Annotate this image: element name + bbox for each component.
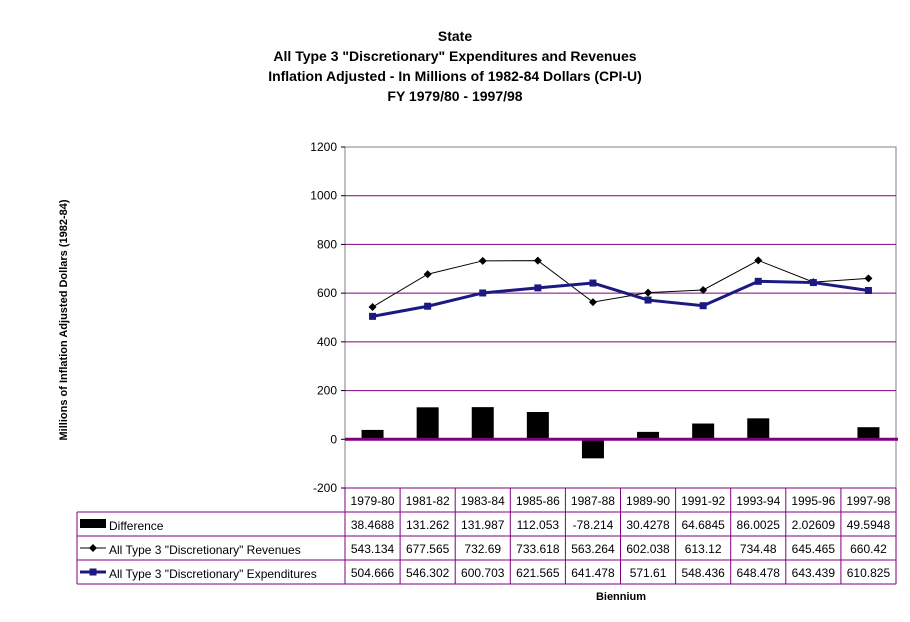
data-label: 648.478 bbox=[737, 566, 781, 580]
expenditures-point bbox=[754, 277, 762, 285]
data-label: 677.565 bbox=[406, 542, 450, 556]
x-axis-label: Biennium bbox=[596, 591, 646, 603]
revenues-point bbox=[423, 270, 432, 279]
data-label: 2.02609 bbox=[792, 518, 836, 532]
data-label: 641.478 bbox=[571, 566, 615, 580]
data-label: 543.134 bbox=[351, 542, 395, 556]
revenues-point bbox=[533, 256, 542, 265]
revenues-point bbox=[699, 285, 708, 294]
data-label: 30.4278 bbox=[626, 518, 670, 532]
y-tick-label: -200 bbox=[313, 481, 337, 495]
data-label: 563.264 bbox=[571, 542, 615, 556]
data-label: 660.42 bbox=[850, 542, 887, 556]
data-label: 734.48 bbox=[740, 542, 777, 556]
expenditures-point bbox=[644, 296, 652, 304]
data-label: 86.0025 bbox=[737, 518, 781, 532]
title-line: Inflation Adjusted - In Millions of 1982… bbox=[268, 68, 642, 84]
revenues-point bbox=[478, 256, 487, 265]
y-axis-label: Millions of Inflation Adjusted Dollars (… bbox=[58, 199, 70, 440]
difference-bar bbox=[692, 423, 715, 440]
expenditures-point bbox=[864, 287, 872, 295]
difference-bar bbox=[581, 439, 604, 459]
chart-title: State All Type 3 "Discretionary" Expendi… bbox=[268, 28, 642, 104]
legend-key-difference bbox=[80, 519, 106, 528]
data-label: 131.987 bbox=[461, 518, 505, 532]
title-line: FY 1979/80 - 1997/98 bbox=[387, 88, 522, 104]
legend-key-revenues-marker bbox=[89, 544, 97, 552]
y-tick-label: 200 bbox=[317, 384, 337, 398]
x-tick-label: 1979-80 bbox=[351, 494, 395, 508]
x-tick-label: 1985-86 bbox=[516, 494, 560, 508]
expenditures-point bbox=[369, 312, 377, 320]
x-tick-label: 1995-96 bbox=[791, 494, 835, 508]
expenditures-point bbox=[589, 279, 597, 287]
data-label: 131.262 bbox=[406, 518, 450, 532]
data-label: 643.439 bbox=[792, 566, 836, 580]
data-label: 546.302 bbox=[406, 566, 450, 580]
data-label: 38.4688 bbox=[351, 518, 395, 532]
y-tick-label: 400 bbox=[317, 335, 337, 349]
x-tick-label: 1983-84 bbox=[461, 494, 505, 508]
x-tick-label: 1989-90 bbox=[626, 494, 670, 508]
expenditures-point bbox=[534, 284, 542, 292]
data-label: 112.053 bbox=[517, 518, 560, 532]
expenditures-line bbox=[372, 279, 869, 318]
y-tick-label: 1000 bbox=[310, 189, 337, 203]
difference-bar bbox=[361, 429, 384, 440]
legend-label: All Type 3 "Discretionary" Expenditures bbox=[109, 567, 317, 581]
data-label: 64.6845 bbox=[681, 518, 725, 532]
expenditures-point bbox=[699, 302, 707, 310]
expenditures-point bbox=[424, 302, 432, 310]
y-tick-label: 800 bbox=[317, 237, 337, 251]
x-tick-label: 1991-92 bbox=[681, 494, 725, 508]
revenues-point bbox=[754, 256, 763, 265]
data-label: 49.5948 bbox=[847, 518, 891, 532]
x-tick-label: 1993-94 bbox=[736, 494, 780, 508]
data-label: 621.565 bbox=[516, 566, 560, 580]
revenues-point bbox=[644, 288, 653, 297]
data-label: 504.666 bbox=[351, 566, 395, 580]
expenditures-point bbox=[479, 289, 487, 297]
data-label: 613.12 bbox=[685, 542, 722, 556]
revenues-point bbox=[368, 302, 377, 311]
data-label: -78.214 bbox=[573, 518, 614, 532]
legend-label: All Type 3 "Discretionary" Revenues bbox=[109, 543, 301, 557]
data-label: 602.038 bbox=[626, 542, 670, 556]
title-line: All Type 3 "Discretionary" Expenditures … bbox=[273, 48, 636, 64]
difference-bar bbox=[471, 407, 494, 440]
y-tick-label: 1200 bbox=[310, 140, 337, 154]
difference-bar bbox=[637, 431, 660, 440]
difference-bar bbox=[416, 407, 439, 440]
difference-bar bbox=[747, 418, 770, 440]
x-tick-label: 1997-98 bbox=[846, 494, 890, 508]
title-line: State bbox=[438, 28, 472, 44]
revenues-line bbox=[372, 259, 869, 308]
revenues-point bbox=[588, 298, 597, 307]
data-label: 732.69 bbox=[464, 542, 501, 556]
plot-area: -200 0 200 400 600 800 1000 1200 bbox=[310, 140, 898, 495]
data-label: 548.436 bbox=[681, 566, 725, 580]
difference-bar bbox=[526, 411, 549, 440]
revenues-point bbox=[864, 274, 873, 283]
data-label: 733.618 bbox=[516, 542, 560, 556]
data-label: 610.825 bbox=[847, 566, 891, 580]
y-tick-label: 0 bbox=[330, 432, 337, 446]
data-label: 600.703 bbox=[461, 566, 505, 580]
y-tick-label: 600 bbox=[317, 286, 337, 300]
x-tick-label: 1981-82 bbox=[406, 494, 450, 508]
data-label: 645.465 bbox=[792, 542, 836, 556]
legend-key-expenditures-marker bbox=[89, 568, 97, 576]
legend-label: Difference bbox=[109, 519, 164, 533]
difference-bar bbox=[857, 427, 880, 440]
x-tick-label: 1987-88 bbox=[571, 494, 615, 508]
data-label: 571.61 bbox=[630, 566, 667, 580]
expenditures-point bbox=[809, 279, 817, 287]
data-table: 1979-80 1981-82 1983-84 1985-86 1987-88 1989-… bbox=[76, 487, 897, 585]
